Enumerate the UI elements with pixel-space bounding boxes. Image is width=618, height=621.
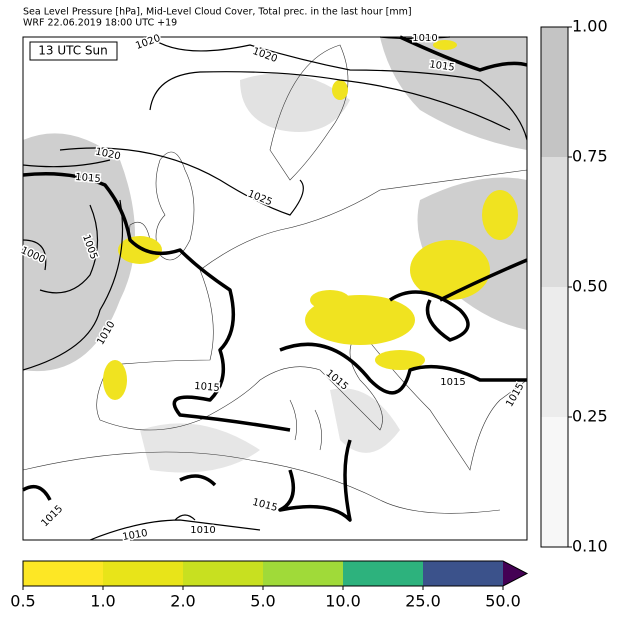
colorbar-label: 0.25 <box>572 407 608 426</box>
colorbar-label: 25.0 <box>405 592 441 611</box>
colorbar-label: 1.0 <box>90 592 115 611</box>
colorbar-label: 0.75 <box>572 147 608 166</box>
colorbar-label: 10.0 <box>325 592 361 611</box>
colorbar-label: 0.10 <box>572 537 608 556</box>
title-line: WRF 22.06.2019 18:00 UTC +19 <box>23 18 177 29</box>
colorbar-label: 2.0 <box>170 592 195 611</box>
title-line: Sea Level Pressure [hPa], Mid-Level Clou… <box>23 7 412 18</box>
colorbar-segment <box>23 561 103 586</box>
colorbar-label: 0.50 <box>572 277 608 296</box>
time-label: 13 UTC Sun <box>38 44 108 58</box>
isobar-label: 1010 <box>190 525 215 536</box>
colorbar-segment <box>263 561 343 586</box>
colorbar-segment <box>541 287 568 417</box>
colorbar-segment <box>343 561 423 586</box>
colorbar-segment <box>541 157 568 287</box>
isobar-label: 1015 <box>75 172 101 185</box>
colorbar-segment <box>541 27 568 157</box>
isobar-label: 1015 <box>440 377 465 388</box>
colorbar-label: 5.0 <box>250 592 275 611</box>
map: 13 UTC Sun 10201020101510101020101510251… <box>17 31 528 544</box>
cloud-colorbar: 1.00 0.75 0.50 0.25 0.10 <box>540 17 608 556</box>
map-frame <box>22 36 528 541</box>
colorbar-label: 1.00 <box>572 17 608 36</box>
precip-colorbar: 0.5 1.0 2.0 5.0 10.0 25.0 50.0 <box>10 560 529 611</box>
colorbar-segment <box>103 561 183 586</box>
time-box <box>29 41 118 61</box>
isobar-label: 1015 <box>194 381 220 394</box>
isobar-label: 1015 <box>429 59 456 73</box>
colorbar-segment <box>423 561 503 586</box>
colorbar-label: 0.5 <box>10 592 35 611</box>
isobar-label: 1010 <box>412 33 437 44</box>
colorbar-extend <box>503 561 527 586</box>
isobars <box>22 35 528 541</box>
colorbar-segment <box>183 561 263 586</box>
colorbar-frame <box>22 560 529 587</box>
colorbar-segment <box>541 417 568 547</box>
colorbar-label: 50.0 <box>485 592 521 611</box>
